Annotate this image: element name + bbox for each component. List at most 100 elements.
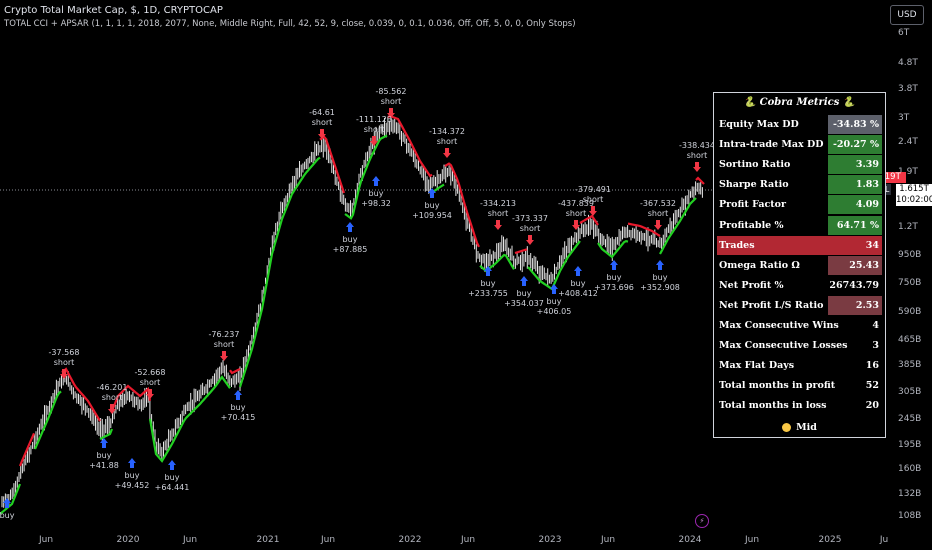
metric-value: -20.27 %	[828, 135, 882, 155]
metric-value: 3	[872, 340, 879, 352]
price-tick: 3.8T	[898, 84, 918, 94]
sar-long-line	[344, 134, 388, 220]
sell-arrow-icon	[589, 206, 597, 216]
sell-arrow-icon	[526, 235, 534, 245]
time-tick: Jun	[460, 535, 475, 545]
short-label-text: short	[312, 118, 333, 127]
sar-long-line	[659, 197, 697, 255]
metric-label: Intra-trade Max DD	[719, 139, 824, 151]
price-tick: 4.8T	[898, 58, 918, 68]
price-tick: 1.2T	[898, 222, 918, 232]
buy-label-value: +408.412	[558, 289, 598, 298]
currency-button[interactable]: USD	[890, 5, 924, 25]
buy-arrow-icon	[346, 222, 354, 232]
metric-value: 4.09	[828, 195, 882, 215]
time-tick: Ju	[879, 535, 888, 545]
buy-label-text: buy	[97, 451, 112, 460]
buy-label-value: +354.037	[504, 299, 544, 308]
metric-label: Max Consecutive Losses	[719, 340, 848, 352]
sar-short-line	[627, 222, 661, 237]
metric-value: 3.39	[828, 155, 882, 175]
time-tick: Jun	[38, 535, 53, 545]
short-label-text: short	[583, 195, 604, 204]
buy-arrow-icon	[550, 284, 558, 294]
short-label-text: short	[687, 151, 708, 160]
buy-label-text: buy	[343, 235, 358, 244]
metric-value: 2.53	[828, 295, 882, 315]
price-tick: 195B	[898, 440, 921, 450]
short-label-text: short	[488, 209, 509, 218]
time-tick: 2021	[257, 535, 280, 545]
buy-label-value: +406.05	[537, 307, 572, 316]
sar-long-line	[148, 375, 231, 463]
buy-arrow-icon	[3, 498, 11, 508]
sar-long-line	[99, 428, 114, 440]
time-tick: Jun	[600, 535, 615, 545]
buy-label-text: buy	[547, 297, 562, 306]
price-tick: 132B	[898, 489, 921, 499]
short-label-value: -37.568	[49, 348, 80, 357]
short-label-value: -379.491	[575, 185, 611, 194]
metric-row: Max Consecutive Losses 3	[717, 336, 882, 355]
metrics-title: 🐍 Cobra Metrics 🐍	[743, 97, 856, 108]
sell-arrow-icon	[60, 369, 68, 379]
buy-label-text: buy	[0, 511, 15, 520]
buy-arrow-icon	[234, 390, 242, 400]
price-tick: 1.9T	[898, 167, 918, 177]
metric-label: Trades	[719, 239, 755, 251]
sell-arrow-icon	[443, 148, 451, 158]
short-label-value: -373.337	[512, 214, 548, 223]
short-label-value: -52.668	[135, 368, 166, 377]
sell-arrow-icon	[220, 351, 228, 361]
buy-label-value: +373.696	[594, 283, 634, 292]
neutral-face-icon	[782, 423, 792, 432]
chart-title: Crypto Total Market Cap, $, 1D, CRYPTOCA…	[4, 5, 223, 16]
sar-short-line	[514, 248, 528, 255]
lightning-icon[interactable]: ⚡	[695, 514, 709, 528]
price-tick: 6T	[898, 28, 910, 38]
sar-long-line	[238, 156, 321, 388]
buy-label-value: +41.88	[89, 461, 119, 470]
time-tick: 2025	[819, 535, 842, 545]
price-tick: 245B	[898, 414, 921, 424]
price-tick: 160B	[898, 464, 921, 474]
price-tick: 465B	[898, 335, 921, 345]
metric-row: Intra-trade Max DD -20.27 %	[717, 135, 882, 155]
buy-label-value: +352.908	[640, 283, 680, 292]
indicator-legend[interactable]: TOTAL CCI + APSAR (1, 1, 1, 1, 2018, 207…	[4, 19, 576, 29]
short-label-value: -367.532	[640, 199, 676, 208]
metric-row: Trades 34	[717, 235, 882, 255]
metric-value: 52	[865, 380, 879, 392]
time-tick: Jun	[744, 535, 759, 545]
metric-label: Omega Ratio Ω	[719, 259, 800, 271]
short-label-text: short	[648, 209, 669, 218]
sell-arrow-icon	[370, 136, 378, 146]
buy-label-value: +49.452	[115, 481, 150, 490]
price-tick: 305B	[898, 387, 921, 397]
buy-label-text: buy	[607, 273, 622, 282]
current-price-label: 1.619T	[866, 172, 906, 183]
buy-label-text: buy	[125, 471, 140, 480]
sell-arrow-icon	[654, 220, 662, 230]
time-tick: 2022	[399, 535, 422, 545]
metric-label: Total months in loss	[719, 400, 827, 412]
metric-row: Equity Max DD -34.83 %	[717, 115, 882, 134]
short-label-value: -334.213	[480, 199, 516, 208]
short-label-text: short	[140, 378, 161, 387]
metric-label: Max Flat Days	[719, 360, 795, 372]
metric-value: 20	[865, 400, 879, 412]
buy-label-text: buy	[231, 403, 246, 412]
metric-label: Net Profit L/S Ratio	[719, 299, 824, 311]
price-tick: 2.4T	[898, 137, 918, 147]
sar-short-line	[18, 432, 36, 467]
price-tick: 108B	[898, 511, 921, 521]
metric-label: Sortino Ratio	[719, 159, 791, 171]
sar-short-line	[579, 214, 599, 226]
cobra-metrics-table: 🐍 Cobra Metrics 🐍 Equity Max DD -34.83 % I…	[713, 92, 886, 438]
short-label-value: -46.201	[97, 383, 128, 392]
time-tick: 2023	[539, 535, 562, 545]
metric-row: Net Profit %26743.79 %	[717, 276, 882, 310]
metric-row: Max Consecutive Wins 4	[717, 316, 882, 335]
short-label-text: short	[214, 340, 235, 349]
